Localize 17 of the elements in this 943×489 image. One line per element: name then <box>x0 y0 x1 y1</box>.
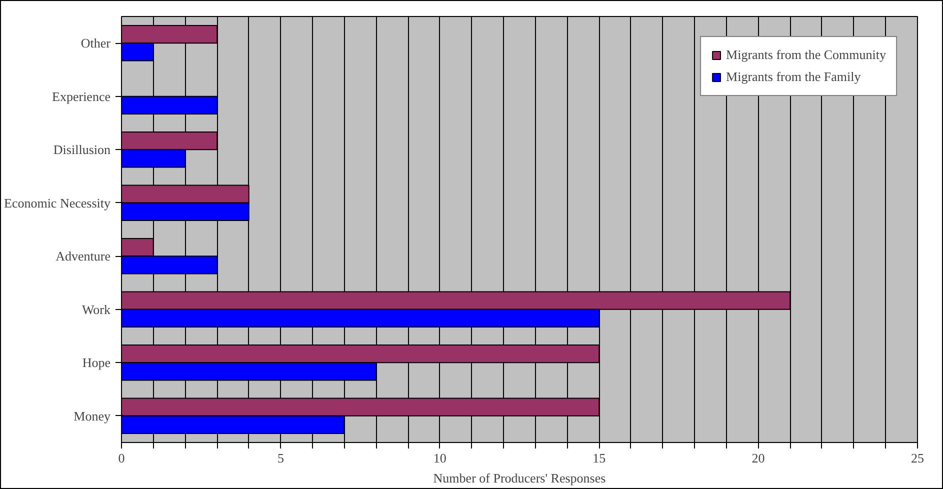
y-tick-label: Other <box>80 36 112 51</box>
y-tick-label: Hope <box>82 355 111 370</box>
x-tick-label: 0 <box>118 450 125 466</box>
y-tick-label: Work <box>82 302 111 317</box>
y-tick-label: Disillusion <box>53 142 111 158</box>
y-tick-label: Money <box>74 408 111 424</box>
x-tick-label: 15 <box>592 450 606 466</box>
legend-label: Migrants from the Family <box>726 69 861 85</box>
x-tick-label: 20 <box>752 450 765 466</box>
x-tick-label: 10 <box>433 450 446 466</box>
legend-label: Migrants from the Community <box>726 47 886 63</box>
x-tick-label: 5 <box>277 450 284 466</box>
y-tick-label: Economic Necessity <box>4 195 111 210</box>
y-tick-label: Adventure <box>56 248 111 264</box>
x-tick-label: 25 <box>911 450 924 466</box>
x-axis-title: Number of Producers' Responses <box>433 470 606 486</box>
y-tick-label: Experience <box>52 88 111 104</box>
